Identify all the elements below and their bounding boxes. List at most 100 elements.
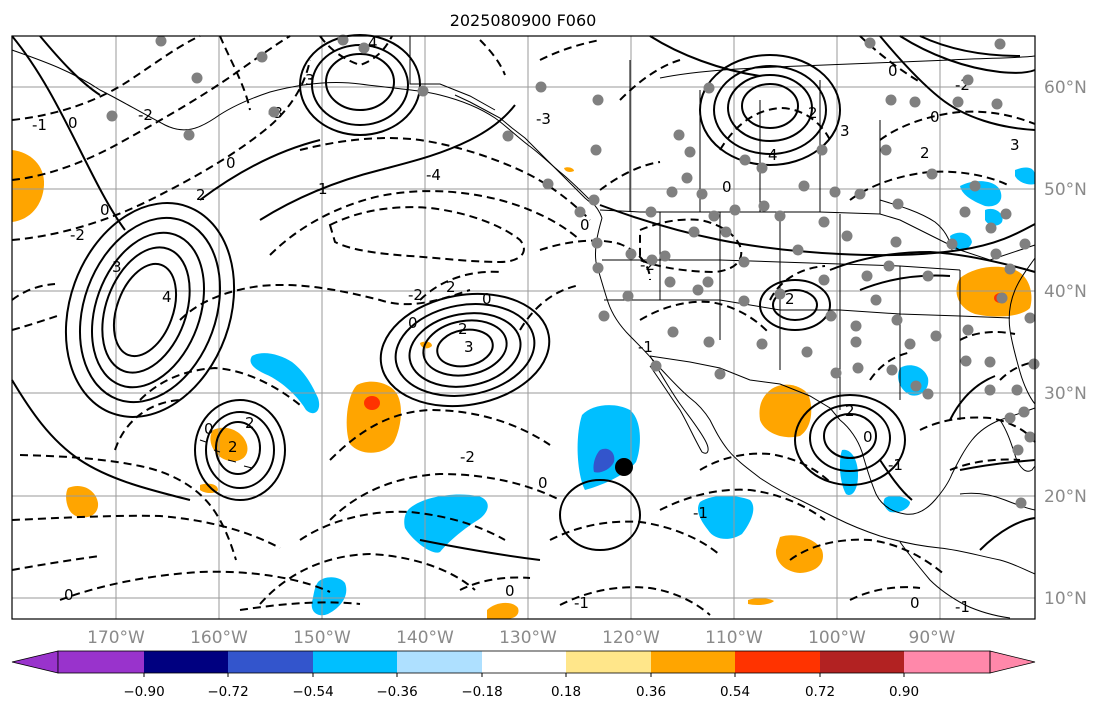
contour-label-15: -3 (536, 110, 551, 128)
colorbar-swatch-1 (58, 651, 144, 673)
map-frame (11, 35, 1036, 620)
contour-label-44: 0 (863, 428, 873, 446)
contour-label-4: 0 (100, 201, 110, 219)
contour-label-45: -1 (888, 456, 903, 474)
lat-label-60n: 60°N (1044, 78, 1087, 98)
contour-label-23: 0 (204, 420, 214, 438)
contour-label-39: 0 (930, 108, 940, 126)
contour-label-47: 0 (910, 594, 920, 612)
shade-blue-center (593, 448, 615, 473)
lon-label-170w: 170°W (87, 628, 145, 648)
shade-orange-east (956, 266, 1032, 317)
colorbar-swatch-9 (735, 651, 820, 673)
shade-cyan-pacific-3 (311, 577, 347, 616)
coast-pacific-us (595, 217, 1036, 575)
contour-label-46: -1 (693, 504, 708, 522)
lon-label-90w: 90°W (909, 628, 956, 648)
latitude-labels: 60°N 50°N 40°N 30°N 20°N 10°N (1044, 78, 1087, 609)
colorbar-tick-label-6: 0.18 (551, 684, 581, 700)
colorbar-swatch-11 (904, 651, 990, 673)
border-alaska-canada (409, 36, 496, 111)
contour-label-10: 3 (305, 71, 315, 89)
contour-label-28: 0 (505, 582, 515, 600)
shade-cyan-canada-2 (985, 208, 1003, 226)
contour-label-30: 0 (580, 216, 590, 234)
coast-central-america (899, 541, 1011, 619)
contour-label-35: 2 (808, 104, 818, 122)
coast-gulf (839, 407, 1036, 515)
contour-label-21: 3 (464, 338, 474, 356)
contour-label-5: 3 (112, 258, 122, 276)
colorbar-swatch-7 (566, 651, 651, 673)
contour-label-1: -1 (32, 116, 47, 134)
contour-label-2: 0 (68, 114, 78, 132)
colorbar-tick-label-10: 0.90 (889, 684, 919, 700)
colorbar-tick-label-8: 0.54 (720, 684, 750, 700)
lon-label-140w: 140°W (396, 628, 454, 648)
colorbar-low-extension (11, 650, 59, 674)
shade-red-central (364, 396, 380, 410)
shade-cyan-gulf-2 (883, 495, 910, 513)
contour-label-12: 0 (226, 154, 236, 172)
lat-label-50n: 50°N (1044, 180, 1087, 200)
contour-label-8: -2 (138, 106, 153, 124)
contour-label-24: 2 (228, 438, 238, 456)
colorbar-tick-label-4: −0.36 (376, 684, 417, 700)
contour-label-9: 4 (368, 34, 378, 52)
shade-cyan-gulf (839, 449, 858, 496)
figure-title: 2025080900 F060 (450, 11, 597, 30)
colorbar-swatch-4 (313, 651, 397, 673)
contour-label-27: 0 (64, 586, 74, 604)
contour-label-26: 0 (538, 474, 548, 492)
contour-label-42: 2 (785, 290, 795, 308)
lat-label-40n: 40°N (1044, 282, 1087, 302)
shade-orange-southwest (66, 485, 99, 518)
colorbar-high-extension (989, 650, 1036, 674)
coast-alaska (11, 49, 603, 219)
colorbar-tick-label-7: 0.36 (636, 684, 666, 700)
shade-orange-small-2 (420, 341, 432, 349)
colorbar-swatch-6 (482, 651, 566, 673)
contour-label-17: 2 (446, 278, 456, 296)
map-panel: -1 0 -2 0 3 4 2 -2 4 3 -3 0 1 -4 -3 -2 2… (11, 34, 1040, 620)
lon-label-160w: 160°W (190, 628, 248, 648)
contour-label-6: 4 (162, 288, 172, 306)
station-markers (106, 34, 1040, 509)
positive-contours (11, 34, 1036, 561)
lon-label-120w: 120°W (602, 628, 660, 648)
contour-label-7: 2 (196, 186, 206, 204)
contour-label-13: 1 (318, 180, 328, 198)
lat-label-20n: 20°N (1044, 487, 1087, 507)
colorbar-tick-label-3: −0.54 (292, 684, 333, 700)
coast-canada-north (659, 55, 1036, 79)
shaded-areas (12, 150, 1035, 619)
shade-orange-central (346, 381, 401, 453)
contour-label-25: -2 (460, 448, 475, 466)
target-point-marker (615, 458, 633, 476)
contour-label-32: -1 (638, 338, 653, 356)
longitude-labels: 170°W 160°W 150°W 140°W 130°W 120°W 110°… (87, 628, 956, 648)
colorbar-tick-label-2: −0.72 (207, 684, 248, 700)
lon-label-100w: 100°W (808, 628, 866, 648)
contour-label-19: 0 (482, 290, 492, 308)
lon-label-110w: 110°W (705, 628, 763, 648)
shade-orange-small-1 (564, 167, 574, 172)
lat-label-30n: 30°N (1044, 384, 1087, 404)
contour-label-14: -4 (426, 166, 441, 184)
shade-cyan-pacific-2 (697, 495, 754, 539)
colorbar-swatch-5 (397, 651, 482, 673)
colorbar-swatch-8 (651, 651, 735, 673)
colorbar-swatch-3 (228, 651, 313, 673)
shade-orange-pacific-south (775, 535, 824, 573)
lon-label-150w: 150°W (293, 628, 351, 648)
coast-cuba (959, 492, 1036, 511)
shade-orange-tiny-south (748, 598, 774, 605)
contour-label-18: 0 (408, 314, 418, 332)
border-states-3 (604, 299, 1011, 319)
contour-label-33: 0 (722, 178, 732, 196)
colorbar-tick-label-9: 0.72 (805, 684, 835, 700)
contour-label-22: 2 (245, 414, 255, 432)
contour-label-48: -1 (955, 598, 970, 616)
colorbar-swatch-2 (144, 651, 228, 673)
